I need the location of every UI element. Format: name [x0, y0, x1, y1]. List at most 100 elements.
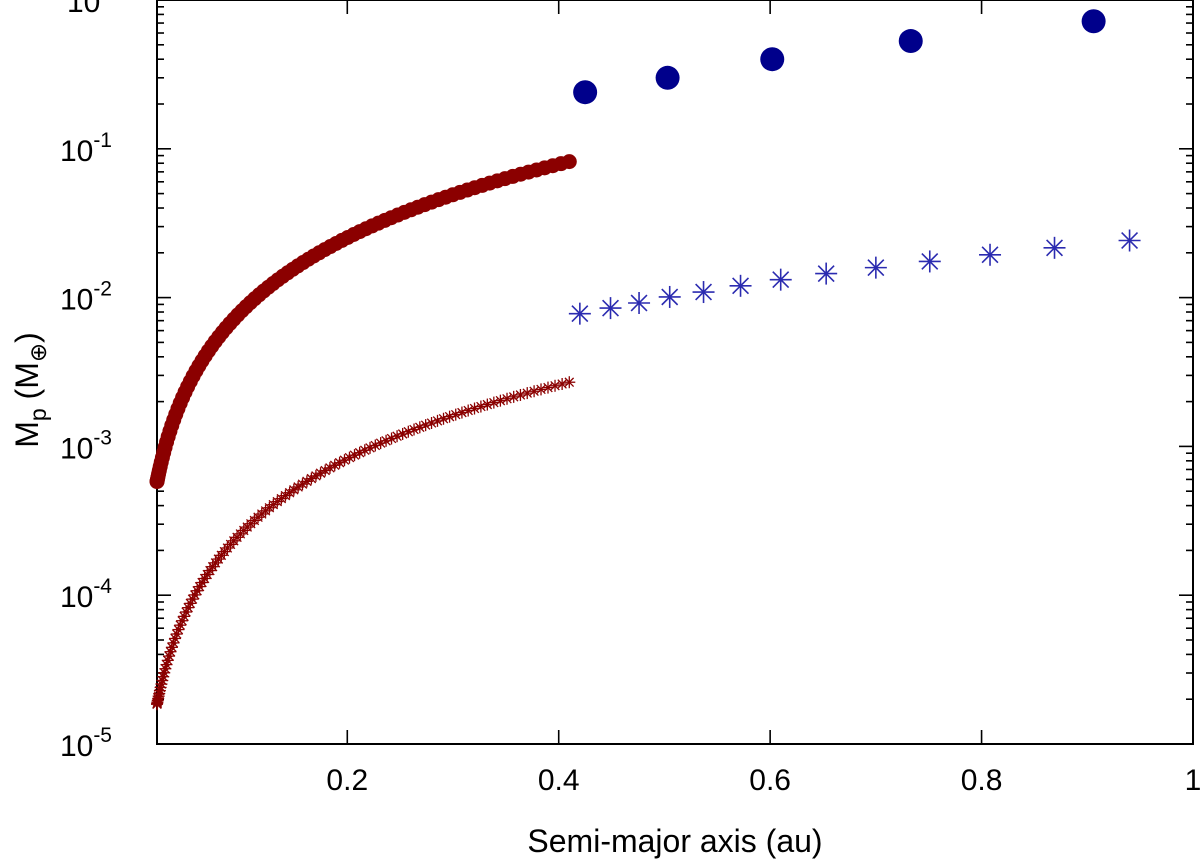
- series-outer-stars: [568, 229, 1141, 325]
- star-bar: [550, 380, 560, 391]
- data-point: [425, 416, 438, 429]
- star-bar: [536, 384, 546, 395]
- y-tick-label-exponent: -1: [93, 129, 112, 152]
- star-bar: [409, 424, 419, 435]
- data-point: [561, 154, 577, 170]
- star-bar: [571, 305, 589, 323]
- data-point: [481, 398, 494, 411]
- data-point: [437, 412, 450, 425]
- star-bar: [432, 416, 443, 426]
- data-point: [815, 262, 838, 285]
- y-tick-label-exponent: -2: [93, 278, 112, 301]
- star-bar: [495, 395, 506, 406]
- axis-ticks: [157, 0, 1194, 745]
- x-tick-label: 0.2: [326, 764, 368, 797]
- star-bar: [921, 252, 939, 270]
- star-bar: [543, 382, 553, 393]
- data-point: [319, 464, 332, 477]
- data-point: [628, 291, 651, 314]
- y-tick-label: 100: [67, 0, 112, 19]
- y-axis-title-unit-open: (M: [9, 362, 45, 408]
- data-point: [528, 385, 541, 398]
- y-axis-title: Mp (M⊕): [9, 332, 51, 448]
- star-bar: [444, 411, 455, 422]
- data-point: [174, 619, 187, 632]
- y-axis-title-unit-sub: ⊕: [25, 343, 51, 362]
- y-axis-title-sub: p: [25, 408, 51, 421]
- star-bar: [732, 277, 750, 295]
- data-point: [402, 425, 415, 438]
- star-bar: [522, 388, 533, 398]
- star-bar: [817, 265, 835, 283]
- data-point: [323, 461, 336, 474]
- y-axis-title-unit-close: ): [9, 332, 45, 343]
- star-bar: [630, 294, 648, 312]
- star-bar: [463, 405, 473, 416]
- star-bar: [489, 397, 499, 408]
- data-point: [514, 388, 527, 401]
- star-bar: [508, 392, 519, 402]
- y-axis-title-main: M: [9, 421, 45, 448]
- data-point: [521, 387, 534, 400]
- series-inner-stars: [151, 376, 576, 711]
- y-tick-label-base: 10: [60, 284, 93, 317]
- star-bar: [157, 675, 168, 686]
- y-tick-label: 10-5: [60, 724, 112, 763]
- star-bar: [557, 379, 567, 389]
- data-point: [599, 297, 622, 320]
- y-tick-label-base: 10: [60, 581, 93, 614]
- data-point: [655, 65, 680, 90]
- star-bar: [1046, 239, 1064, 257]
- star-bar: [415, 422, 425, 433]
- data-point: [541, 381, 554, 394]
- y-tick-label-base: 10: [60, 135, 93, 168]
- star-bar: [403, 426, 414, 437]
- data-point: [353, 446, 366, 459]
- star-bar: [482, 399, 493, 410]
- data-point: [333, 456, 346, 469]
- y-tick-label-exponent: -3: [93, 426, 112, 449]
- data-point: [979, 243, 1002, 266]
- y-tick-label-base: 10: [60, 730, 93, 763]
- data-point: [563, 376, 576, 389]
- data-point: [769, 268, 792, 291]
- star-bar: [438, 413, 449, 424]
- data-point: [155, 678, 168, 691]
- data-point: [760, 47, 785, 72]
- y-tick-label: 10-1: [60, 129, 112, 168]
- star-bar: [476, 401, 486, 412]
- x-tick-labels: 0.2 0.4 0.6 0.8 1: [326, 764, 1200, 797]
- data-point: [729, 274, 752, 297]
- x-tick-label: 0.4: [538, 764, 580, 797]
- y-tick-label-exponent: 0: [100, 0, 112, 3]
- star-bar: [469, 403, 480, 414]
- data-point: [568, 302, 591, 325]
- series-inner-dots: [149, 154, 577, 490]
- data-point: [573, 80, 598, 105]
- star-bar: [602, 299, 619, 317]
- data-point: [864, 256, 887, 279]
- star-bar: [695, 283, 713, 301]
- data-point: [918, 250, 941, 273]
- data-point: [1043, 236, 1066, 259]
- star-bar: [772, 271, 790, 289]
- y-tick-label-exponent: -5: [93, 724, 112, 747]
- y-tick-label: 10-3: [60, 426, 112, 465]
- x-tick-label: 1: [1185, 764, 1200, 797]
- star-bar: [156, 679, 167, 689]
- data-point: [1118, 229, 1141, 252]
- data-point: [1081, 9, 1106, 34]
- star-bar: [502, 393, 512, 404]
- data-point: [658, 285, 681, 308]
- data-point: [692, 281, 715, 304]
- y-tick-label-base: 10: [67, 0, 100, 19]
- x-axis-title: Semi-major axis (au): [527, 823, 822, 859]
- data-point: [556, 377, 569, 390]
- star-bar: [661, 288, 679, 306]
- star-bar: [515, 390, 526, 400]
- star-bar: [867, 259, 885, 277]
- y-tick-label-exponent: -4: [93, 575, 112, 598]
- data-point: [328, 459, 341, 472]
- data-point: [535, 383, 548, 396]
